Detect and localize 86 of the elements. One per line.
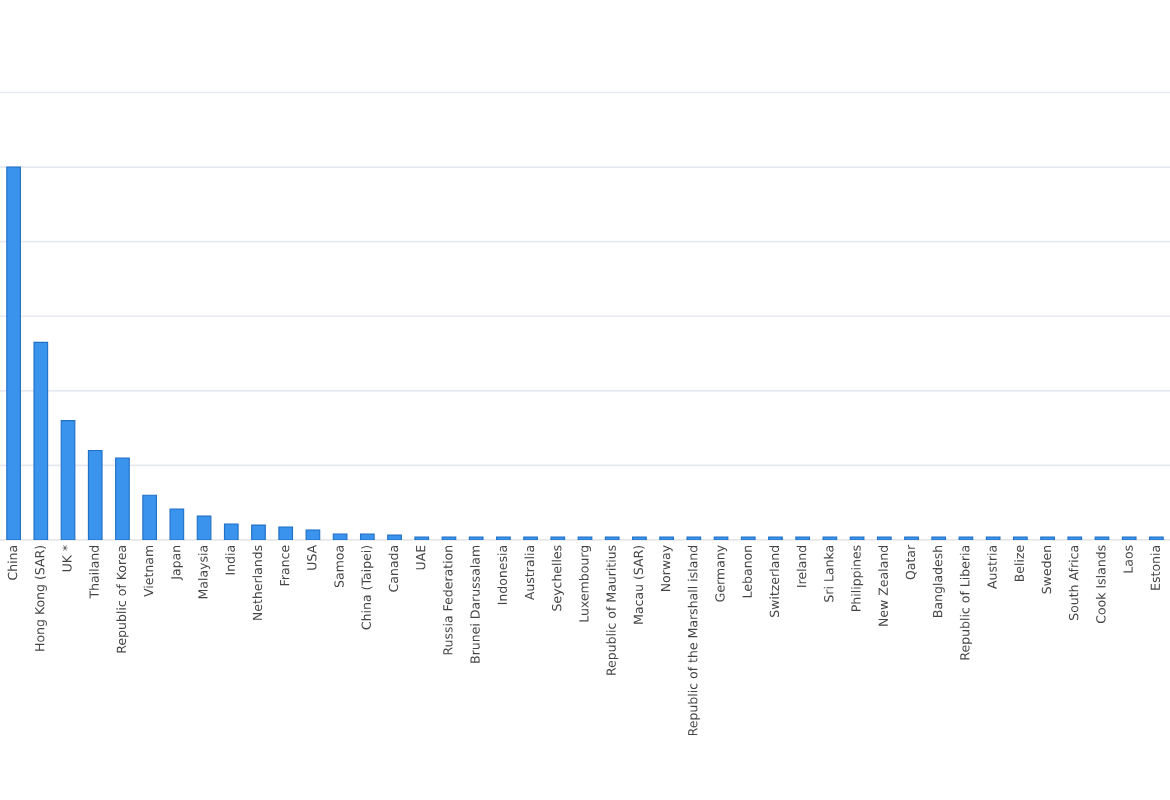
- x-tick-label: Republic of Korea: [116, 546, 129, 653]
- bar: [387, 534, 402, 540]
- bar: [6, 166, 21, 540]
- x-tick-label: India: [225, 546, 235, 575]
- bar: [768, 536, 783, 540]
- bar: [278, 526, 294, 540]
- x-tick-label: Qatar: [905, 544, 917, 580]
- bar: [1067, 536, 1083, 540]
- bar: [577, 536, 593, 540]
- x-tick-label: Austria: [987, 545, 997, 589]
- bar: [931, 536, 947, 540]
- x-tick-label: China (Taipei): [361, 545, 374, 630]
- x-tick-label: Estonia: [1150, 545, 1161, 590]
- bar: [251, 524, 266, 540]
- bar: [441, 536, 457, 540]
- x-tick-label: UK *: [62, 545, 72, 572]
- bar: [223, 523, 239, 540]
- bar: [305, 529, 321, 540]
- x-tick-label: Norway: [660, 545, 673, 592]
- x-tick-label: Republic of Mauritius: [606, 545, 619, 675]
- x-tick-label: Lebanon: [742, 545, 752, 598]
- x-tick-label: Australia: [524, 545, 535, 601]
- bar: [523, 536, 538, 540]
- x-tick-label: Seychelles: [551, 545, 564, 611]
- x-tick-label: Luxembourg: [578, 546, 592, 622]
- bar: [1121, 536, 1137, 540]
- x-tick-label: Samoa: [334, 546, 344, 588]
- bar: [359, 533, 375, 540]
- x-tick-label: USA: [307, 544, 317, 570]
- bar: [985, 536, 1001, 540]
- bar: [33, 341, 49, 540]
- bar: [686, 536, 702, 540]
- x-tick-label: Hong Kong (SAR): [34, 545, 47, 651]
- bar: [169, 508, 185, 540]
- bar: [876, 536, 892, 540]
- x-tick-label: Philippines: [851, 545, 864, 611]
- x-tick-label: Bangladesh: [932, 545, 945, 617]
- x-tick-label: UAE: [416, 545, 426, 570]
- bar: [142, 494, 158, 540]
- x-tick-label: China: [7, 546, 18, 580]
- bar: [604, 536, 620, 540]
- bar: [550, 536, 566, 540]
- x-tick-label: Cook Islands: [1095, 545, 1106, 624]
- x-tick-label: Republic of Liberia: [959, 546, 972, 660]
- bar: [822, 536, 838, 540]
- bar: [659, 536, 674, 540]
- x-tick-label: Laos: [1123, 545, 1133, 573]
- x-tick-label: Belize: [1014, 545, 1024, 582]
- x-tick-label: Vietnam: [143, 545, 154, 597]
- x-tick-label: Macau (SAR): [633, 545, 645, 624]
- bar: [332, 533, 348, 540]
- x-tick-label: Sri Lanka: [823, 546, 834, 602]
- x-tick-label: Germany: [715, 545, 728, 602]
- bar: [1149, 536, 1164, 540]
- bar: [196, 515, 212, 540]
- x-tick-label: France: [280, 545, 290, 586]
- bar: [115, 457, 130, 540]
- x-tick-label: Netherlands: [252, 545, 263, 620]
- x-tick-label: Brunei Darussalam: [470, 545, 480, 663]
- bar: [1094, 536, 1110, 540]
- x-tick-label: Ireland: [796, 546, 807, 587]
- bar: [632, 536, 647, 540]
- bar: [849, 536, 865, 540]
- bar: [740, 536, 756, 540]
- x-tick-label: Thailand: [89, 546, 99, 599]
- bar: [904, 536, 919, 540]
- bar: [1040, 536, 1055, 540]
- bar: [1012, 536, 1028, 540]
- x-tick-label: South Africa: [1068, 545, 1079, 620]
- bar: [496, 536, 511, 540]
- bar: [795, 536, 811, 540]
- x-tick-label: Republic of the Marshall island: [687, 545, 700, 736]
- bar: [414, 536, 430, 540]
- x-tick-label: Russia Federation: [442, 545, 453, 655]
- x-tick-label: Canada: [388, 546, 399, 592]
- x-tick-label: Sweden: [1041, 545, 1052, 594]
- bar: [87, 449, 103, 540]
- bar: [60, 420, 76, 540]
- bar: [958, 536, 974, 540]
- x-tick-label: Malaysia: [198, 546, 211, 599]
- bar: [713, 536, 729, 540]
- x-tick-label: Indonesia: [497, 546, 507, 605]
- x-tick-label: New Zealand: [878, 546, 888, 626]
- x-tick-label: Japan: [171, 545, 183, 581]
- x-tick-label: Switzerland: [769, 546, 780, 617]
- bar: [468, 536, 484, 540]
